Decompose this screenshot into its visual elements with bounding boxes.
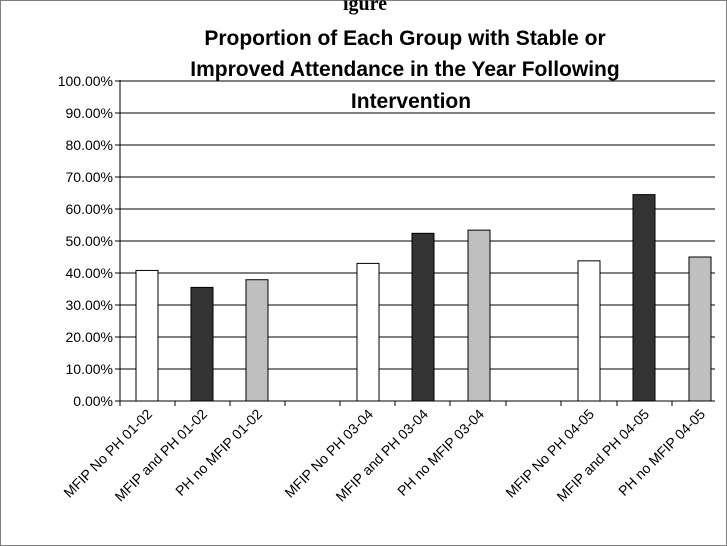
bar bbox=[577, 260, 601, 402]
y-tick-label: 20.00% bbox=[66, 329, 113, 345]
bar bbox=[467, 229, 491, 402]
y-tick-label: 100.00% bbox=[58, 73, 113, 89]
y-tick-label: 70.00% bbox=[66, 169, 113, 185]
bar bbox=[245, 279, 269, 402]
y-tick-label: 0.00% bbox=[73, 393, 113, 409]
y-tick-label: 40.00% bbox=[66, 265, 113, 281]
bar bbox=[688, 256, 712, 402]
bars bbox=[135, 194, 712, 402]
y-axis-tick-labels: 0.00% 10.00% 20.00% 30.00% 40.00% 50.00% 60.00… bbox=[58, 73, 113, 409]
bar bbox=[411, 232, 435, 402]
y-tick-label: 50.00% bbox=[66, 233, 113, 249]
bar bbox=[190, 286, 214, 402]
y-tick-label: 10.00% bbox=[66, 361, 113, 377]
y-tick-label: 30.00% bbox=[66, 297, 113, 313]
y-tick-label: 90.00% bbox=[66, 105, 113, 121]
chart-title-line: Intervention bbox=[351, 90, 471, 113]
chart-title-line: Improved Attendance in the Year Followin… bbox=[190, 58, 619, 81]
bar bbox=[356, 262, 380, 402]
y-tick-label: 60.00% bbox=[66, 201, 113, 217]
bar bbox=[135, 269, 159, 402]
y-tick-label: 80.00% bbox=[66, 137, 113, 153]
chart-title-line: Proportion of Each Group with Stable or bbox=[204, 27, 605, 50]
bar bbox=[632, 194, 656, 402]
page-text-fragment: igure bbox=[343, 0, 387, 15]
chart-title: Proportion of Each Group with Stable or I… bbox=[190, 27, 619, 113]
axes bbox=[119, 80, 715, 406]
